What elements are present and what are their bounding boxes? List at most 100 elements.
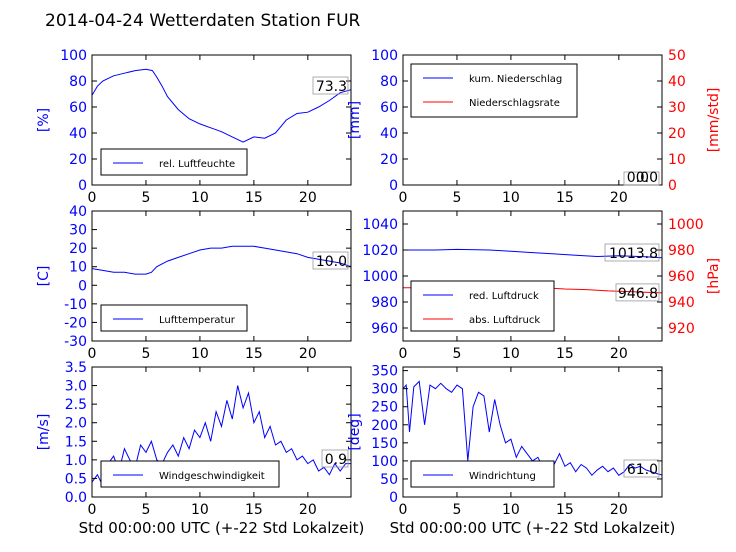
y-tick-label: 150 [371, 436, 398, 452]
y-tick-label: 0 [78, 278, 87, 294]
panel-wind-speed: 0 5 10 15 20 0.0 0.5 1.0 1.5 2.0 2.5 3.0 3.5 [m/s] Std… [36, 360, 364, 537]
series-line-temperature-0 [92, 245, 351, 275]
y-tick-label: 40 [380, 126, 398, 142]
legend [410, 280, 555, 332]
x-tick-label: 15 [245, 502, 263, 518]
y-tick-label: -10 [64, 297, 87, 313]
y-tick-label: 0.5 [65, 471, 87, 487]
value-annotation-2: 946.8 [618, 286, 658, 302]
legend [410, 460, 555, 488]
y-tick-label: -20 [64, 315, 87, 331]
legend-label: Windrichtung [469, 471, 536, 482]
y-tick-label: 300 [371, 382, 398, 398]
series-line-humidity-0 [92, 68, 351, 143]
x-tick-label: 10 [502, 346, 520, 362]
x-tick-label: 0 [399, 190, 408, 206]
plot-frame [91, 54, 352, 186]
value-annotation-box [615, 283, 660, 302]
plot-frame [402, 366, 663, 498]
y-right-axis-label: [hPa] [706, 258, 722, 294]
y-right-tick-label: 50 [668, 48, 686, 64]
plot-frame [91, 210, 352, 342]
x-tick-label: 15 [245, 346, 263, 362]
x-tick-label: 0 [88, 346, 97, 362]
y-tick-label: 250 [371, 400, 398, 416]
y-tick-label: 1.5 [65, 434, 87, 450]
legend-label: Niederschlagsrate [469, 98, 560, 109]
panel-temperature: 0 5 10 15 20 -30 -20 -10 0 10 20 30 40 [C] Lufttempera… [36, 204, 352, 362]
y-tick-label: 0.0 [65, 490, 87, 506]
legend-label: Windgeschwindigkeit [159, 471, 265, 482]
x-tick-label: 0 [88, 190, 97, 206]
y-right-tick-label: 10 [668, 152, 686, 168]
value-annotation: 0.0 [636, 170, 658, 186]
series-line-wind-direction-0 [403, 380, 662, 477]
x-tick-label: 5 [141, 346, 150, 362]
y-tick-label: 960 [371, 321, 398, 337]
x-tick-label: 20 [299, 502, 317, 518]
value-annotation-box [312, 76, 349, 95]
x-tick-label: 15 [556, 346, 574, 362]
value-annotation-box [623, 171, 660, 186]
y-tick-label: 60 [69, 100, 87, 116]
y-axis-label: [deg] [347, 413, 363, 450]
x-tick-label: 0 [399, 502, 408, 518]
x-tick-label: 10 [502, 502, 520, 518]
y-tick-label: 100 [60, 48, 87, 64]
y-axis-label: [mm] [347, 101, 363, 139]
x-tick-label: 5 [452, 346, 461, 362]
x-tick-label: 20 [299, 190, 317, 206]
y-axis-label: [C] [36, 266, 52, 287]
y-right-tick-label: 940 [668, 295, 695, 311]
y-axis-label: [%] [36, 108, 52, 132]
y-tick-label: 0 [389, 490, 398, 506]
value-annotation: 73.3 [316, 79, 347, 95]
y-tick-label: 100 [371, 48, 398, 64]
y-right-tick-label: 960 [668, 269, 695, 285]
value-annotation-2: 0.0 [627, 170, 649, 186]
legend [100, 304, 248, 332]
value-annotation: 0.9 [325, 452, 347, 468]
y-tick-label: 20 [380, 152, 398, 168]
x-tick-label: 15 [245, 190, 263, 206]
y-tick-label: 10 [69, 260, 87, 276]
x-tick-label: 10 [191, 346, 209, 362]
y-right-tick-label: 1000 [668, 217, 704, 233]
legend [100, 460, 280, 488]
y-tick-label: 40 [69, 126, 87, 142]
y-tick-label: 60 [380, 100, 398, 116]
legend-label: red. Luftdruck [469, 291, 539, 302]
y-right-tick-label: 20 [668, 126, 686, 142]
legend-label: kum. Niederschlag [469, 74, 562, 85]
x-axis-label: Std 00:00:00 UTC (+-22 Std Lokalzeit) [390, 519, 676, 537]
x-tick-label: 20 [610, 502, 628, 518]
y-axis-label: [m/s] [36, 414, 52, 451]
value-annotation-box [321, 449, 349, 468]
y-tick-label: 30 [69, 223, 87, 239]
legend-label: Lufttemperatur [159, 315, 236, 326]
y-right-tick-label: 40 [668, 74, 686, 90]
x-axis-label: Std 00:00:00 UTC (+-22 Std Lokalzeit) [79, 519, 365, 537]
value-annotation-box [623, 459, 660, 478]
y-right-tick-label: 920 [668, 321, 695, 337]
y-tick-label: 1040 [362, 217, 398, 233]
y-tick-label: 40 [69, 204, 87, 220]
y-tick-label: 1020 [362, 243, 398, 259]
y-tick-label: 2.0 [65, 416, 87, 432]
y-right-tick-label: 980 [668, 243, 695, 259]
panel-precipitation: 0 5 10 15 20 0 20 40 60 80 100 0 10 20 30 40 50 [mm] [mm/s… [347, 48, 722, 206]
value-annotation-box [604, 243, 660, 262]
x-tick-label: 15 [556, 502, 574, 518]
y-tick-label: 50 [380, 472, 398, 488]
legend-label: abs. Luftdruck [469, 315, 540, 326]
legend [410, 63, 578, 118]
y-right-axis-label: [mm/std] [706, 88, 722, 153]
series-line-pressure-0 [403, 248, 662, 259]
y-tick-label: 80 [69, 74, 87, 90]
figure-title: 2014-04-24 Wetterdaten Station FUR [45, 11, 361, 31]
legend-label: rel. Luftfeuchte [159, 159, 235, 170]
y-tick-label: 1000 [362, 269, 398, 285]
x-tick-label: 0 [399, 346, 408, 362]
